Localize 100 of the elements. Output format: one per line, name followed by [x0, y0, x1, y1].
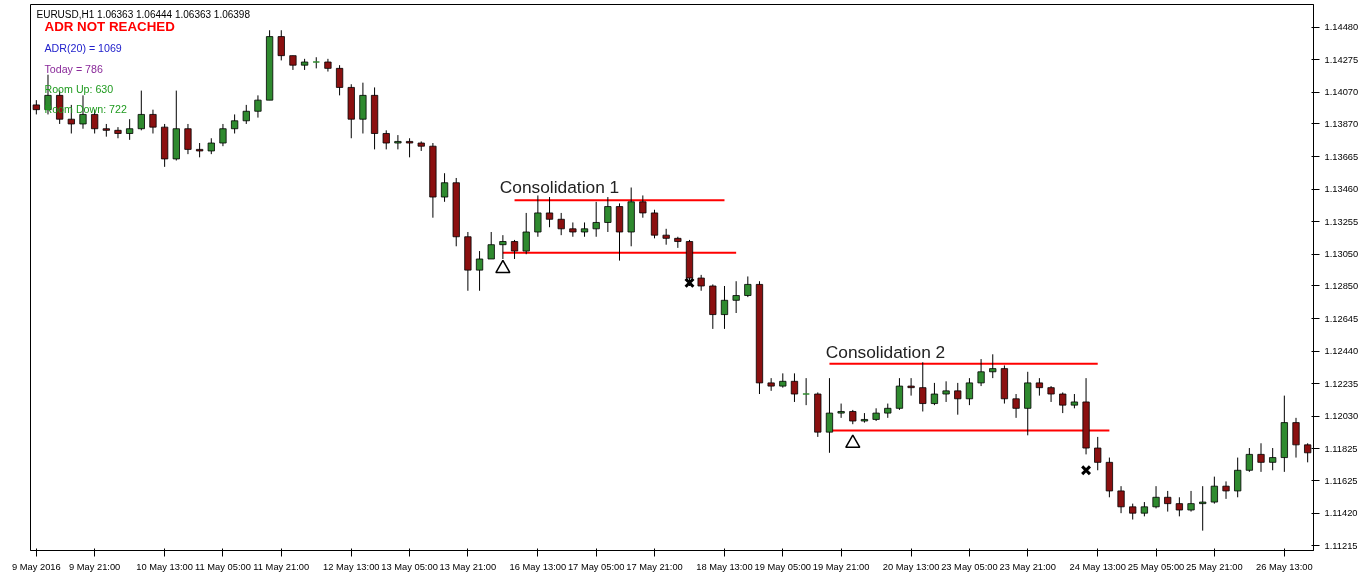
- candlestick: [242, 104, 250, 125]
- candlestick: [1199, 485, 1207, 532]
- candlestick: [1059, 391, 1067, 414]
- candlestick: [557, 212, 565, 236]
- candlestick: [1094, 436, 1102, 471]
- candlestick: [137, 90, 145, 131]
- candlestick: [231, 113, 239, 134]
- candlestick: [149, 109, 157, 134]
- candlestick: [744, 275, 752, 298]
- candlestick: [219, 123, 227, 147]
- y-tick-label: 1.14480: [1324, 22, 1359, 33]
- x-tick-label: 18 May 13:00: [696, 561, 753, 572]
- y-tick-label: 1.12850: [1324, 281, 1359, 291]
- candlestick: [534, 194, 542, 238]
- x-tick-label: 9 May 21:00: [68, 561, 121, 572]
- x-tick-label: 10 May 13:00: [136, 561, 193, 572]
- candlestick: [440, 172, 449, 203]
- annotation: Today = 786: [44, 62, 103, 75]
- y-tick-label: 1.11625: [1324, 475, 1358, 486]
- point: [1080, 464, 1092, 476]
- x-tick-label: 13 May 21:00: [439, 561, 497, 572]
- candlestick: [1292, 417, 1300, 459]
- candlestick: [545, 196, 554, 228]
- candlestick: [639, 194, 647, 219]
- x-tick-label: 12 May 13:00: [322, 561, 380, 572]
- annotation: ADR(20) = 1069: [44, 41, 122, 54]
- candlestick: [790, 372, 799, 403]
- y-tick-label: 1.11215: [1324, 540, 1358, 551]
- x-tick-label: 17 May 21:00: [626, 561, 683, 572]
- candlestick: [1234, 457, 1242, 498]
- candlestick: [837, 403, 845, 419]
- x-tick-label: 23 May 21:00: [999, 561, 1057, 572]
- candlestick: [1175, 496, 1183, 517]
- y-tick-label: 1.12645: [1324, 313, 1359, 324]
- x-tick-label: 9 May 2016: [11, 561, 61, 572]
- y-tick-label: 1.13665: [1324, 151, 1359, 162]
- annotation: Consolidation 2: [825, 341, 946, 362]
- candlestick: [1152, 485, 1160, 509]
- candlestick: [1164, 490, 1172, 513]
- x-tick-label: 20 May 13:00: [882, 561, 940, 572]
- x-tick-label: 25 May 21:00: [1186, 561, 1243, 572]
- candlestick: [592, 201, 600, 238]
- candlestick: [487, 231, 495, 260]
- y-tick-label: 1.11825: [1324, 443, 1358, 454]
- candlestick: [335, 64, 344, 96]
- x-tick-label: 26 May 13:00: [1256, 561, 1313, 572]
- candlestick: [1222, 480, 1230, 500]
- candlestick: [919, 361, 927, 412]
- candlestick: [1257, 442, 1265, 473]
- candlestick: [569, 221, 577, 238]
- x-tick-label: 11 May 21:00: [253, 561, 310, 572]
- candlestick: [184, 123, 192, 155]
- candlestick: [965, 377, 974, 406]
- x-tick-label: 16 May 13:00: [509, 561, 567, 572]
- candlestick: [394, 134, 402, 150]
- candlestick: [382, 129, 390, 150]
- candlestick: [650, 209, 659, 239]
- x-tick-label: 24 May 13:00: [1069, 561, 1126, 572]
- candlestick: [907, 377, 915, 397]
- y-tick-label: 1.12235: [1324, 378, 1359, 389]
- candlestick: [510, 239, 519, 260]
- candlestick: [720, 285, 729, 330]
- x-tick-label: 17 May 05:00: [567, 561, 625, 572]
- y-tick-label: 1.13255: [1324, 216, 1359, 227]
- y-tick-label: 1.14275: [1324, 54, 1359, 65]
- x-tick-label: 19 May 21:00: [812, 561, 870, 572]
- candlestick: [1047, 385, 1055, 403]
- annotation: ADR NOT REACHED: [44, 19, 176, 34]
- candlestick: [604, 196, 612, 233]
- y-tick-label: 1.13460: [1324, 184, 1359, 195]
- y-tick-label: 1.14070: [1324, 87, 1359, 98]
- candlestick: [895, 377, 904, 411]
- y-tick-label: 1.13870: [1324, 118, 1359, 129]
- candlestick: [254, 94, 262, 119]
- chart-title: EURUSD,H1 1.06363 1.06444 1.06363 1.06398: [36, 9, 251, 20]
- candlestick: [1117, 485, 1125, 514]
- candlestick: [1210, 476, 1218, 505]
- candlestick: [277, 29, 285, 61]
- x-tick-label: 13 May 05:00: [381, 561, 438, 572]
- candlestick: [1012, 393, 1020, 419]
- y-tick-label: 1.12440: [1324, 346, 1359, 357]
- candlestick: [1187, 490, 1195, 513]
- candlestick: [405, 137, 414, 158]
- point: [845, 434, 861, 449]
- x-tick-label: 19 May 05:00: [754, 561, 812, 572]
- y-tick-label: 1.12030: [1324, 411, 1359, 422]
- candlestick: [732, 280, 740, 314]
- annotation: Consolidation 1: [499, 176, 620, 197]
- x-tick-label: 11 May 05:00: [195, 561, 251, 572]
- candlestick: [930, 382, 939, 406]
- point: [495, 259, 511, 274]
- candlestick: [989, 353, 997, 379]
- candlestick: [126, 118, 134, 141]
- candlestick: [114, 126, 122, 139]
- candlestick: [522, 212, 530, 255]
- candlestick: [942, 380, 950, 403]
- candlestick: [954, 382, 962, 416]
- candlestick: [767, 377, 775, 392]
- candlestick: [977, 358, 985, 387]
- candlestick: [1269, 447, 1277, 471]
